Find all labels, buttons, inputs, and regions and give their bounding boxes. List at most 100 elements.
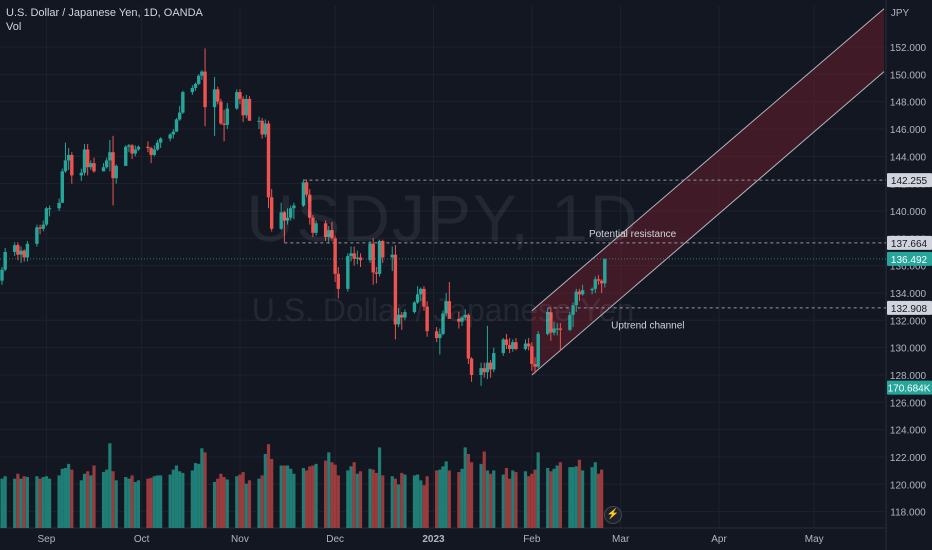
level-price-label-bg [887,173,932,188]
x-tick-label: Nov [231,534,249,545]
y-tick-label: 136.000 [890,262,927,273]
candle-body [492,353,496,370]
candle-body [235,92,239,109]
volume-bar [22,476,26,528]
tradingview-bolt-icon[interactable]: ⚡ [604,506,622,524]
volume-bar [79,480,83,528]
volume-bar [266,444,271,528]
volume-bar [270,458,274,528]
candle-body [260,120,264,135]
candle-body [174,119,179,132]
volume-bar [311,465,315,528]
volume-value-label: 170.684K [888,384,931,395]
volume-bar [346,470,350,528]
volume-bar [308,466,312,528]
candle-body [104,160,109,168]
candle-body [289,208,293,218]
last-price-label-bg [887,251,932,266]
candle-body [466,314,471,359]
volume-bar [596,473,601,528]
candle-body [203,71,207,108]
volume-bar [136,480,141,528]
candle-body [552,328,556,333]
volume-bar [219,473,223,528]
candle-body [70,154,74,176]
x-tick-label: Sep [38,534,56,545]
volume-bar [25,477,29,528]
volume-bar [124,477,128,528]
volume-bar [257,478,261,528]
volume-bar [368,468,372,528]
volume-bar [282,465,286,528]
volume-bar [352,462,356,528]
candle-body [101,167,106,172]
candle-body [168,134,172,139]
y-tick-label: 144.000 [890,152,927,163]
volume-bar [263,454,267,528]
candle-body [457,318,461,322]
volume-bar [514,472,518,528]
volume-bar [13,478,17,528]
volume-bar [444,461,448,528]
candle-body [530,346,534,365]
volume-bar [63,467,68,528]
candle-body [358,257,363,261]
uptrend-channel-fill [531,8,884,375]
candle-body [304,182,309,195]
y-tick-label: 118.000 [890,508,926,519]
candle-body [44,208,49,225]
candle-body [60,171,64,203]
volume-bar [390,476,394,528]
candle-body [111,152,115,179]
candle-body [460,317,464,322]
symbol-title[interactable]: U.S. Dollar / Japanese Yen, 1D, OANDA [6,7,203,19]
volume-bar [285,465,290,528]
last-price-label: 136.492 [891,255,928,266]
volume-bar [508,478,512,528]
y-tick-label: 130.000 [890,344,927,355]
volume-bar [555,465,559,528]
volume-bar [44,476,49,528]
volume-bar [466,454,470,528]
volume-bar [203,452,207,528]
candle-body [282,212,287,221]
candle-body [603,258,607,284]
volume-bar [16,473,20,528]
volume-legend-label[interactable]: Vol [6,21,22,33]
volume-bar [330,462,334,528]
candle-body [292,205,296,209]
volume-bar [86,471,90,528]
candle-body [57,202,61,209]
volume-bar [57,475,61,528]
volume-bar [479,463,483,528]
volume-bar [336,475,340,528]
volume-bar [67,463,71,528]
candle-body [577,291,582,295]
candle-body [35,227,39,244]
y-tick-label: 152.000 [890,43,927,54]
volume-bar [127,478,131,528]
candle-body [82,149,87,173]
volume-bar [178,471,182,528]
volume-bar [577,459,582,528]
candle-body [323,223,328,237]
y-tick-label: 126.000 [890,398,927,409]
volume-bar [400,472,404,528]
candle-body [488,362,493,370]
candle-body [279,212,283,229]
candle-body [438,333,442,339]
candle-body [263,123,268,135]
volume-bar [530,473,534,528]
volume-bar [222,477,226,528]
volume-bar [571,467,575,528]
volume-bar [422,485,426,528]
candle-body [285,217,290,221]
candle-body [368,243,372,261]
candle-body [441,313,445,334]
volume-bar [289,468,293,528]
candle-body [536,333,540,367]
candle-body [114,165,118,179]
candle-body [197,75,201,84]
candle-body [38,227,42,229]
